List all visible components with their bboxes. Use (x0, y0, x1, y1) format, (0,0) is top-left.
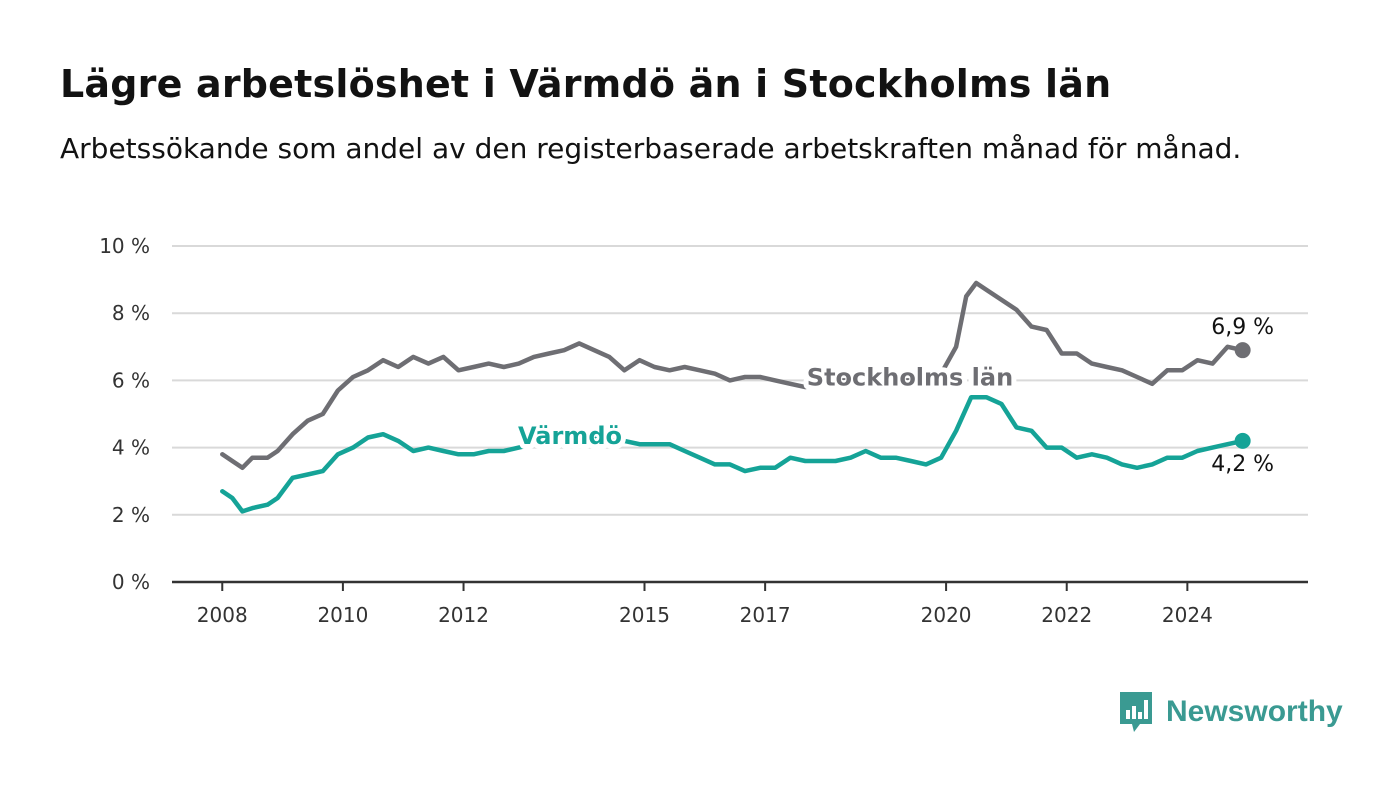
series-end-point-1 (1234, 432, 1251, 449)
series-lines (220, 280, 1251, 514)
x-tick-label: 2022 (1041, 603, 1092, 627)
x-tick-label: 2024 (1162, 603, 1213, 627)
chart-subtitle: Arbetssökande som andel av den registerb… (60, 132, 1242, 165)
series-line-0 (220, 280, 1245, 471)
newsworthy-brand: Newsworthy (1118, 690, 1343, 734)
series-label-varmdo: Värmdö (518, 422, 622, 450)
brand-name: Newsworthy (1166, 695, 1343, 728)
chart-title: Lägre arbetslöshet i Värmdö än i Stockho… (60, 62, 1112, 106)
y-tick-label: 10 % (99, 234, 150, 258)
series-label-varmdo-halo: Värmdö (518, 422, 622, 450)
y-tick-label: 4 % (112, 436, 150, 460)
series-line-1 (220, 394, 1245, 514)
x-axis: 2008 2010 2012 2015 2017 2020 2022 2024 (172, 580, 1308, 627)
end-label-stockholms-lan: 6,9 % (1211, 315, 1274, 340)
x-tick-label: 2010 (317, 603, 368, 627)
y-tick-label: 0 % (112, 570, 150, 594)
line-chart: 0 % 2 % 4 % 6 % 8 % 10 % 2008 2010 2012 2015 2017… (99, 234, 1308, 627)
end-label-varmdo: 4,2 % (1211, 452, 1274, 477)
y-axis-tick-labels: 0 % 2 % 4 % 6 % 8 % 10 % (99, 234, 150, 594)
x-tick-label: 2020 (921, 603, 972, 627)
y-tick-label: 6 % (112, 368, 150, 392)
series-end-point-0 (1234, 342, 1251, 359)
series-label-stockholms-lan-halo: Stockholms län (807, 363, 1013, 391)
y-tick-label: 8 % (112, 301, 150, 325)
series-label-stockholms-lan: Stockholms län (807, 363, 1013, 391)
y-tick-label: 2 % (112, 503, 150, 527)
newsworthy-logo-icon (1120, 692, 1152, 732)
x-tick-label: 2015 (619, 603, 670, 627)
x-tick-label: 2008 (197, 603, 248, 627)
x-tick-label: 2017 (740, 603, 791, 627)
x-tick-label: 2012 (438, 603, 489, 627)
